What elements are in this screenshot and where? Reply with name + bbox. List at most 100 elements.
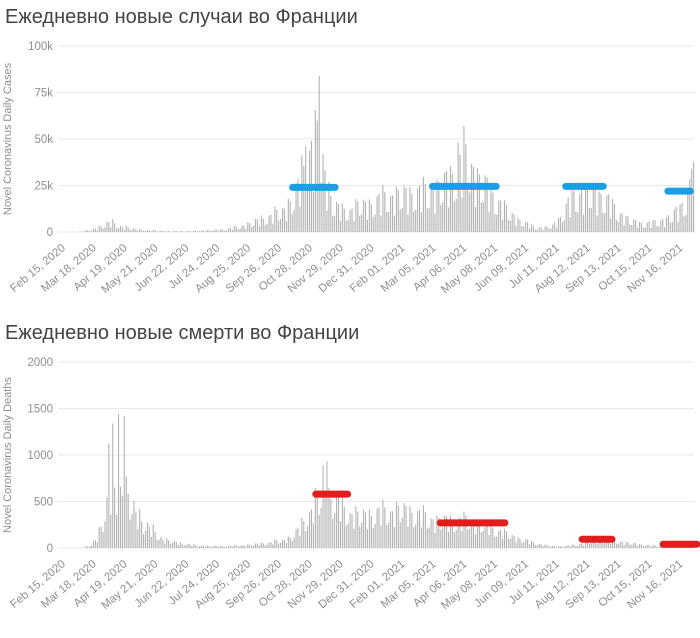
bar[interactable]: [407, 526, 409, 548]
bar[interactable]: [175, 542, 177, 548]
bar[interactable]: [85, 230, 87, 232]
bar[interactable]: [355, 505, 357, 548]
bar[interactable]: [278, 543, 280, 548]
bar[interactable]: [407, 214, 409, 232]
bar[interactable]: [569, 217, 571, 232]
bar[interactable]: [349, 513, 351, 548]
bar[interactable]: [312, 523, 314, 548]
bar[interactable]: [129, 519, 131, 548]
bar[interactable]: [693, 161, 695, 232]
bar[interactable]: [523, 226, 525, 232]
bar[interactable]: [683, 216, 685, 232]
bar[interactable]: [617, 221, 619, 232]
bar[interactable]: [274, 539, 276, 548]
bar[interactable]: [598, 191, 600, 232]
bar[interactable]: [453, 201, 455, 232]
bar[interactable]: [270, 542, 272, 548]
bar[interactable]: [621, 213, 623, 232]
bar[interactable]: [426, 208, 428, 232]
bar[interactable]: [658, 226, 660, 232]
bar[interactable]: [494, 536, 496, 548]
bar[interactable]: [307, 526, 309, 548]
bar[interactable]: [256, 543, 259, 548]
bar[interactable]: [386, 525, 388, 548]
bar[interactable]: [129, 229, 131, 232]
bar[interactable]: [380, 215, 382, 232]
bar[interactable]: [278, 220, 280, 232]
bar[interactable]: [363, 199, 365, 232]
bar[interactable]: [117, 414, 120, 548]
bar[interactable]: [125, 476, 127, 548]
bar[interactable]: [172, 231, 174, 232]
bar[interactable]: [586, 184, 588, 232]
bar[interactable]: [488, 212, 490, 232]
bar[interactable]: [305, 531, 307, 548]
bar[interactable]: [158, 231, 160, 232]
bar[interactable]: [644, 546, 646, 548]
bar[interactable]: [658, 546, 660, 548]
bar[interactable]: [538, 543, 540, 548]
bar[interactable]: [550, 546, 552, 548]
bar[interactable]: [554, 546, 556, 548]
bar[interactable]: [139, 229, 141, 232]
bar[interactable]: [299, 535, 301, 548]
bar[interactable]: [417, 511, 419, 548]
bar[interactable]: [168, 231, 170, 232]
bar[interactable]: [235, 226, 237, 232]
bar[interactable]: [243, 545, 245, 548]
bar[interactable]: [110, 227, 112, 232]
bar[interactable]: [453, 531, 455, 548]
bar[interactable]: [635, 543, 637, 548]
bar[interactable]: [100, 526, 102, 548]
bar[interactable]: [397, 190, 399, 232]
bar[interactable]: [170, 231, 172, 233]
bar[interactable]: [623, 225, 625, 232]
bar[interactable]: [586, 541, 588, 548]
bar[interactable]: [353, 221, 355, 232]
bar[interactable]: [366, 529, 368, 548]
bar[interactable]: [540, 544, 542, 548]
bar[interactable]: [571, 190, 573, 232]
bar[interactable]: [424, 183, 426, 232]
bar[interactable]: [471, 163, 473, 232]
bar[interactable]: [432, 519, 434, 548]
bar[interactable]: [530, 224, 533, 232]
bar[interactable]: [519, 219, 521, 232]
bar[interactable]: [517, 537, 519, 548]
bar[interactable]: [334, 215, 336, 232]
bar[interactable]: [316, 120, 318, 232]
bar[interactable]: [567, 545, 569, 548]
bar[interactable]: [104, 521, 106, 548]
bar[interactable]: [187, 230, 189, 232]
bar[interactable]: [222, 229, 224, 232]
bar[interactable]: [179, 230, 181, 232]
bar[interactable]: [117, 228, 120, 232]
bar[interactable]: [536, 229, 538, 232]
bar[interactable]: [517, 217, 519, 232]
bar[interactable]: [162, 539, 164, 548]
bar[interactable]: [430, 518, 432, 548]
bar[interactable]: [474, 207, 477, 232]
bar[interactable]: [447, 207, 450, 232]
bar[interactable]: [237, 546, 239, 548]
bar[interactable]: [374, 214, 376, 232]
bar[interactable]: [268, 215, 270, 232]
bar[interactable]: [370, 204, 372, 232]
bar[interactable]: [336, 201, 338, 232]
bar[interactable]: [486, 521, 488, 548]
bar[interactable]: [87, 230, 89, 232]
bar[interactable]: [455, 529, 457, 548]
bar[interactable]: [463, 511, 465, 548]
bar[interactable]: [162, 231, 164, 232]
bar[interactable]: [386, 212, 388, 232]
bar[interactable]: [127, 493, 129, 548]
bar[interactable]: [500, 200, 502, 232]
bar[interactable]: [214, 229, 216, 232]
bar[interactable]: [594, 539, 596, 548]
bar[interactable]: [459, 154, 461, 232]
bar[interactable]: [127, 227, 129, 232]
bar[interactable]: [671, 222, 673, 232]
bar[interactable]: [395, 502, 397, 548]
bar[interactable]: [575, 545, 577, 548]
bar[interactable]: [631, 544, 633, 548]
